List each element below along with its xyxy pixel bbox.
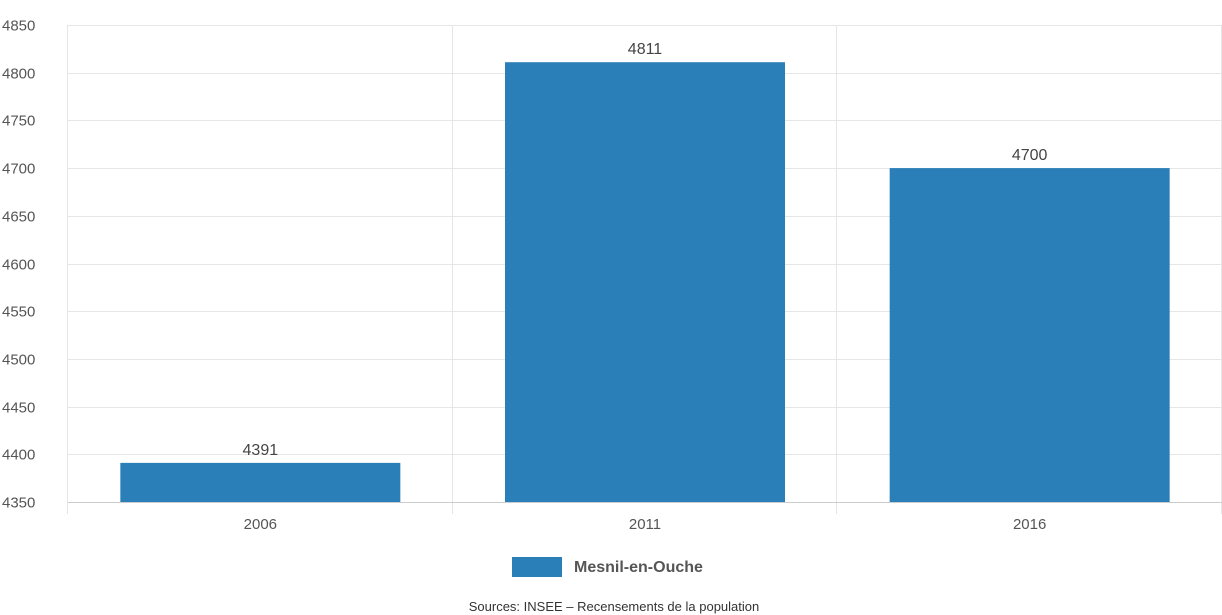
legend-label[interactable]: Mesnil-en-Ouche [574, 559, 703, 576]
data-labels: 4391 4811 4700 [243, 41, 1048, 459]
y-axis: 4350 4400 4450 4500 4550 4600 4650 4700 4750 4800… [2, 18, 35, 512]
y-tick-label: 4400 [2, 447, 35, 464]
y-tick-label: 4700 [2, 161, 35, 178]
y-tick-label: 4450 [2, 400, 35, 417]
data-label: 4391 [243, 442, 279, 459]
x-tick-label: 2011 [629, 516, 661, 533]
y-tick-label: 4550 [2, 304, 35, 321]
y-tick-label: 4850 [2, 18, 35, 35]
y-tick-label: 4650 [2, 209, 35, 226]
legend-swatch[interactable] [512, 557, 562, 577]
y-tick-label: 4750 [2, 113, 35, 130]
x-tick-label: 2016 [1013, 516, 1046, 533]
data-label: 4700 [1012, 147, 1048, 164]
source-note: Sources: INSEE – Recensements de la popu… [469, 599, 760, 614]
y-tick-label: 4800 [2, 66, 35, 83]
y-tick-label: 4500 [2, 352, 35, 369]
data-label: 4811 [628, 41, 663, 58]
legend[interactable]: Mesnil-en-Ouche [512, 557, 703, 577]
x-axis: 2006 2011 2016 [68, 502, 1222, 533]
y-tick-label: 4350 [2, 495, 35, 512]
x-tick-label: 2006 [244, 516, 277, 533]
bar [505, 62, 785, 503]
bar [889, 168, 1170, 502]
y-tick-label: 4600 [2, 257, 35, 274]
bar [120, 462, 401, 502]
bars [120, 62, 1170, 503]
